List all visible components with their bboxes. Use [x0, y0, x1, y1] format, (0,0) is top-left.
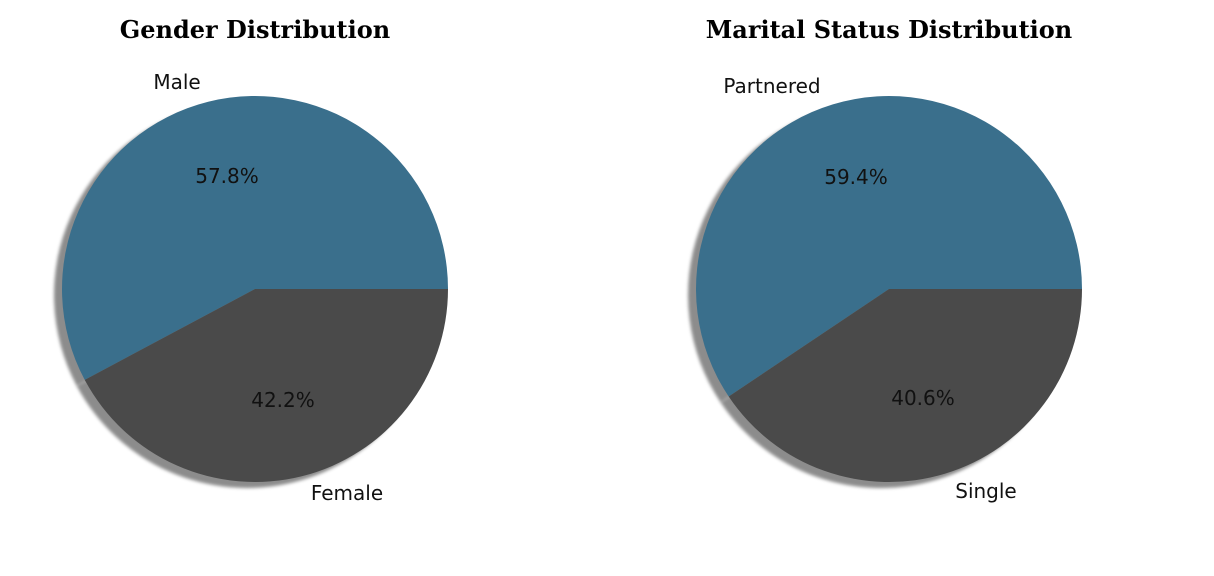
percent-label-single: 40.6% [891, 386, 955, 410]
percent-label-male: 57.8% [195, 164, 259, 188]
pie-slices [62, 96, 448, 482]
pie-slice-single [728, 289, 1082, 483]
slice-label-female: Female [311, 481, 383, 505]
chart-title: Marital Status Distribution [706, 15, 1073, 44]
pie-slice-female [84, 289, 448, 482]
percent-label-female: 42.2% [251, 388, 315, 412]
chart-title: Gender Distribution [120, 15, 390, 44]
slice-label-partnered: Partnered [723, 74, 820, 98]
gender-pie-chart: Gender Distribution Male Female 57.8% 42… [53, 15, 448, 505]
slice-label-male: Male [153, 70, 200, 94]
pie-slices [695, 96, 1082, 483]
percent-label-partnered: 59.4% [824, 165, 888, 189]
pie-slice-male [62, 96, 448, 380]
slice-label-single: Single [955, 479, 1016, 503]
pie-slice-partnered [695, 96, 1082, 397]
marital-status-pie-chart: Marital Status Distribution Partnered Si… [688, 15, 1082, 503]
